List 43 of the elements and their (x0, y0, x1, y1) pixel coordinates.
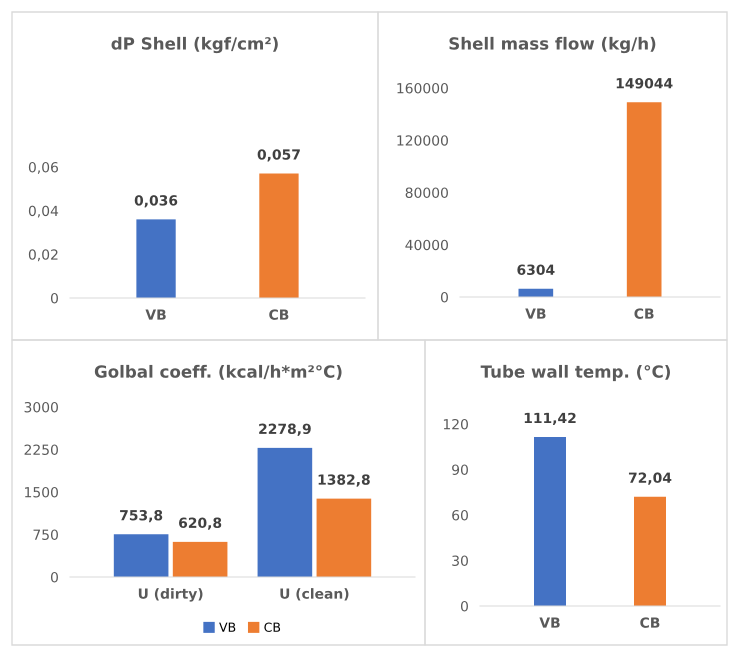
y-tick-label: 3000 (24, 402, 58, 412)
chart-title: Shell mass flow (kg/h) (449, 36, 656, 54)
y-tick-label: 0,04 (28, 206, 58, 218)
data-label: 753,8 (120, 510, 162, 522)
y-tick-label: 90 (452, 464, 468, 475)
y-tick-label: 120 (444, 418, 468, 430)
y-tick-label: 80000 (406, 187, 448, 198)
x-tick-label: U (dirty) (138, 588, 202, 602)
y-tick-label: 750 (34, 529, 58, 540)
y-tick-label: 160000 (397, 82, 448, 94)
bar (172, 542, 228, 577)
y-tick-label: 30 (452, 555, 468, 566)
y-tick-label: 0,02 (28, 249, 58, 262)
y-tick-label: 0 (460, 600, 468, 612)
chart-title: dP Shell (kgf/cm²) (112, 36, 278, 54)
bar (316, 498, 372, 577)
chart-title: Tube wall temp. (°C) (480, 364, 670, 382)
x-tick-label: CB (634, 308, 654, 319)
x-tick-label: U (clean) (280, 588, 348, 600)
bar (114, 534, 168, 577)
data-label: 2278,9 (259, 424, 311, 436)
chart-title: Golbal coeff. (kcal/h*m²°C) (94, 364, 342, 380)
data-label: 0,057 (258, 149, 300, 162)
data-label: 149044 (616, 78, 673, 89)
y-tick-label: 40000 (405, 240, 448, 250)
y-tick-label: 0 (50, 292, 58, 304)
data-label: 0,036 (134, 195, 178, 208)
x-tick-label: CB (269, 309, 288, 320)
y-tick-label: 60 (452, 510, 468, 520)
data-label: 111,42 (524, 412, 576, 425)
data-label: 72,04 (628, 472, 672, 485)
y-tick-label: 120000 (397, 135, 448, 146)
y-tick-label: 0 (440, 292, 448, 302)
data-label: 620,8 (179, 518, 222, 530)
data-label: 1382,8 (318, 474, 370, 487)
data-label: 6304 (517, 264, 555, 275)
y-tick-label: 1500 (25, 486, 58, 498)
y-tick-label: 0,06 (28, 162, 58, 174)
x-tick-label: VB (525, 308, 546, 319)
y-tick-label: 2250 (24, 444, 58, 455)
x-tick-label: VB (145, 310, 166, 320)
bar (258, 448, 312, 577)
y-tick-label: 0 (50, 572, 58, 582)
